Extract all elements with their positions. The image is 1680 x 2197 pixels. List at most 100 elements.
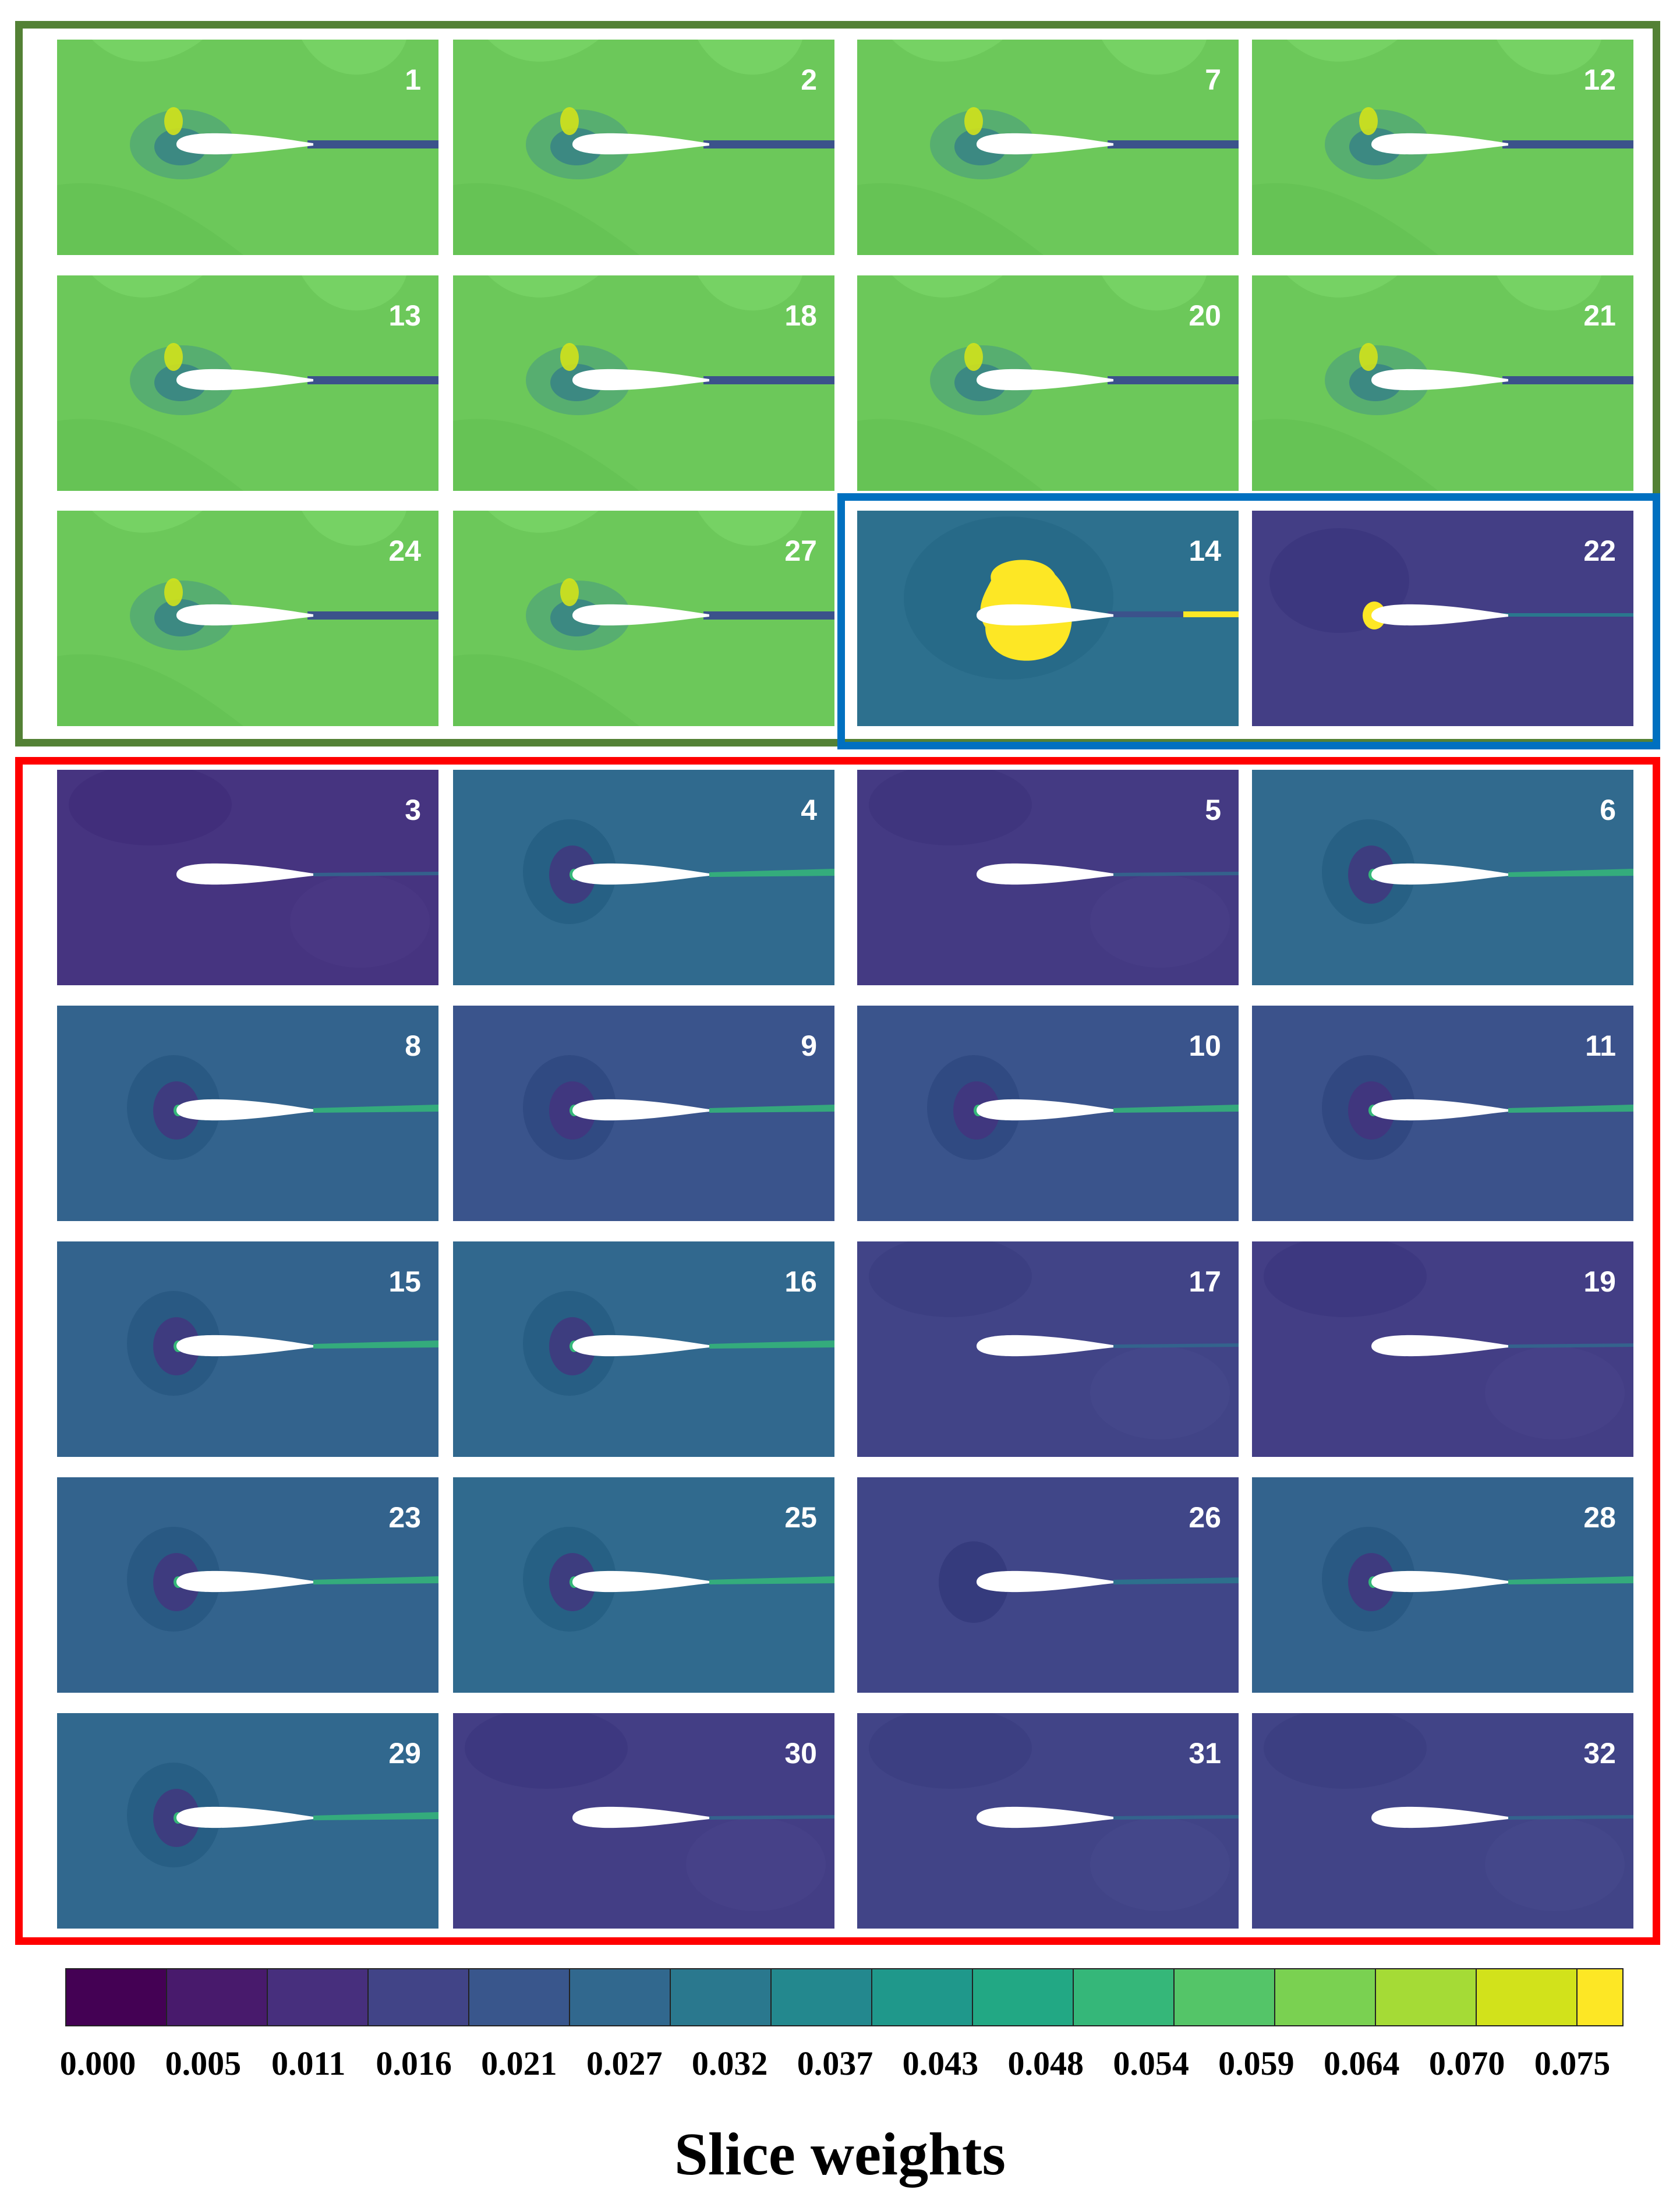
panel-number: 29 [388, 1737, 421, 1770]
flow-field-plot [1264, 1713, 1633, 1911]
colorbar-tick-label: 0.016 [376, 2044, 452, 2082]
airfoil-shape [977, 1335, 1113, 1357]
colorbar-segment [369, 1969, 469, 2025]
airfoil-shape [572, 604, 709, 626]
colorbar-tick-label: 0.070 [1428, 2044, 1505, 2082]
airfoil-shape [176, 369, 313, 391]
colorbar-tick-label: 0.075 [1534, 2044, 1611, 2082]
flow-panel-7: 7 [857, 40, 1239, 255]
colorbar-tick-label: 0.048 [1007, 2044, 1084, 2082]
red-group-frame [15, 757, 1660, 1945]
colorbar-tick-label: 0.064 [1324, 2044, 1400, 2082]
flow-panel-3: 3 [57, 770, 438, 985]
flow-field-plot [869, 1713, 1239, 1911]
airfoil-shape [176, 604, 313, 626]
colorbar-segment [1175, 1969, 1275, 2025]
flow-field-plot [127, 1763, 438, 1867]
colorbar-segment [1275, 1969, 1376, 2025]
colorbar [65, 1968, 1624, 2026]
colorbar-segment [872, 1969, 973, 2025]
flow-field-plot [127, 1291, 438, 1396]
panel-number: 23 [388, 1501, 421, 1534]
panel-number: 25 [784, 1501, 817, 1534]
flow-panel-24: 24 [57, 511, 438, 726]
flow-panel-16: 16 [453, 1241, 834, 1457]
airfoil-shape [572, 1570, 709, 1593]
panel-number: 5 [1205, 794, 1221, 826]
airfoil-shape [977, 863, 1113, 885]
panel-number: 15 [388, 1265, 421, 1298]
panel-number: 16 [784, 1265, 817, 1298]
flow-panel-6: 6 [1252, 770, 1633, 985]
flow-panel-15: 15 [57, 1241, 438, 1457]
flow-field-plot [127, 1055, 438, 1160]
blue-group-frame [837, 493, 1660, 749]
panel-number: 9 [801, 1029, 817, 1062]
flow-panel-10: 10 [857, 1006, 1239, 1221]
panel-number: 11 [1585, 1029, 1616, 1062]
green-group-frame [15, 21, 1660, 747]
panel-number: 19 [1583, 1265, 1616, 1298]
airfoil-shape [1371, 369, 1508, 391]
flow-field-plot [523, 1055, 834, 1160]
colorbar-segment [1074, 1969, 1175, 2025]
flow-field-plot [1269, 528, 1633, 633]
panel-number: 18 [784, 299, 817, 332]
flow-field-plot [1322, 1055, 1633, 1160]
panel-number: 12 [1583, 63, 1616, 96]
flow-field-plot [465, 1713, 834, 1911]
airfoil-shape [1371, 1806, 1508, 1828]
colorbar-tick-label: 0.011 [271, 2044, 346, 2082]
colorbar-segment [1578, 1969, 1622, 2025]
panel-number: 13 [388, 299, 421, 332]
flow-field-plot [453, 275, 834, 491]
panel-number: 32 [1583, 1737, 1616, 1770]
colorbar-segment [268, 1969, 369, 2025]
panel-number: 21 [1583, 299, 1616, 332]
flow-field-plot [1322, 819, 1633, 924]
colorbar-segment [66, 1969, 167, 2025]
flow-panel-17: 17 [857, 1241, 1239, 1457]
flow-field-plot [69, 770, 438, 968]
airfoil-shape [1371, 863, 1508, 885]
flow-panel-26: 26 [857, 1477, 1239, 1693]
colorbar-title: Slice weights [674, 2121, 1006, 2188]
flow-field-plot [523, 819, 834, 924]
airfoil-shape [1371, 1570, 1508, 1593]
airfoil-shape [1371, 1335, 1508, 1357]
colorbar-tick-label: 0.000 [59, 2044, 136, 2082]
flow-field-plot [1322, 1527, 1633, 1632]
colorbar-segment [671, 1969, 772, 2025]
panel-number: 6 [1600, 794, 1616, 826]
colorbar-segment [469, 1969, 570, 2025]
flow-panel-8: 8 [57, 1006, 438, 1221]
colorbar-tick-label: 0.032 [691, 2044, 768, 2082]
panel-number: 4 [801, 794, 817, 826]
panel-number: 8 [405, 1029, 421, 1062]
flow-panel-30: 30 [453, 1713, 834, 1929]
panel-number: 10 [1189, 1029, 1221, 1062]
flow-field-plot [453, 511, 834, 726]
panel-number: 31 [1189, 1737, 1221, 1770]
airfoil-shape [176, 1335, 313, 1357]
flow-field-plot [904, 516, 1239, 680]
panel-number: 7 [1205, 63, 1221, 96]
panel-number: 24 [388, 535, 421, 567]
flow-panel-2: 2 [453, 40, 834, 255]
flow-field-plot [57, 511, 438, 726]
flow-panel-32: 32 [1252, 1713, 1633, 1929]
airfoil-shape [977, 1806, 1113, 1828]
colorbar-tick-labels: 0.000 0.005 0.011 0.016 0.021 0.027 0.032 0.037… [0, 2044, 1680, 2085]
panel-number: 14 [1189, 535, 1221, 567]
flow-panel-12: 12 [1252, 40, 1633, 255]
airfoil-shape [572, 1099, 709, 1121]
colorbar-segment [1477, 1969, 1578, 2025]
flow-panel-25: 25 [453, 1477, 834, 1693]
airfoil-shape [1371, 1099, 1508, 1121]
colorbar-segment [1376, 1969, 1477, 2025]
flow-panel-22: 22 [1252, 511, 1633, 726]
flow-panel-29: 29 [57, 1713, 438, 1929]
panel-number: 27 [784, 535, 817, 567]
colorbar-segment [167, 1969, 268, 2025]
